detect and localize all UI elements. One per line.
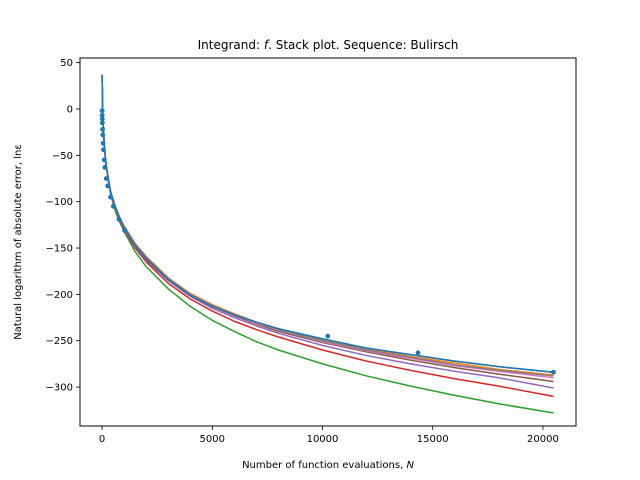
- data-point: [103, 176, 109, 181]
- data-point: [122, 228, 128, 233]
- x-axis-label: Number of function evaluations, N: [242, 460, 414, 471]
- data-point: [99, 116, 105, 122]
- axes-frame: [79, 57, 577, 427]
- x-tick-label: 5000: [200, 434, 225, 445]
- y-axis-ticks: 50 0 −50 −100 −150 −200 −250 −300: [46, 58, 80, 394]
- x-tick-label: 10000: [307, 434, 339, 445]
- y-tick-label: −250: [46, 336, 73, 347]
- data-point: [110, 203, 116, 209]
- data-point: [99, 108, 105, 114]
- data-point: [102, 164, 108, 170]
- x-axis-ticks: 0 5000 10000 15000 20000: [99, 426, 559, 445]
- y-tick-label: 50: [60, 58, 73, 69]
- data-point: [105, 183, 111, 189]
- plot-lines: [101, 74, 554, 414]
- data-point: [101, 157, 107, 163]
- data-point: [551, 369, 556, 375]
- x-tick-label: 15000: [417, 434, 449, 445]
- data-point: [100, 120, 105, 126]
- data-point: [415, 350, 421, 356]
- y-tick-label: −150: [46, 244, 73, 255]
- x-tick-label: 0: [99, 434, 105, 445]
- data-point: [100, 132, 106, 138]
- data-point: [100, 126, 105, 132]
- y-axis-label: Natural logarithm of absolute error, lnε: [13, 144, 24, 340]
- y-tick-label: 0: [67, 104, 73, 115]
- chart-title: Integrand: f. Stack plot. Sequence: Buli…: [198, 38, 459, 52]
- data-point: [99, 113, 105, 118]
- y-tick-label: −50: [52, 151, 73, 162]
- data-point: [325, 333, 331, 339]
- data-point: [100, 140, 106, 146]
- data-point: [116, 216, 122, 222]
- y-tick-label: −300: [46, 383, 73, 394]
- y-tick-label: −200: [46, 290, 73, 301]
- data-point: [101, 147, 106, 153]
- plot-markers: [99, 108, 556, 375]
- series-line-9: [101, 74, 554, 373]
- y-tick-label: −100: [46, 197, 73, 208]
- x-tick-label: 20000: [527, 434, 559, 445]
- data-point: [108, 194, 113, 200]
